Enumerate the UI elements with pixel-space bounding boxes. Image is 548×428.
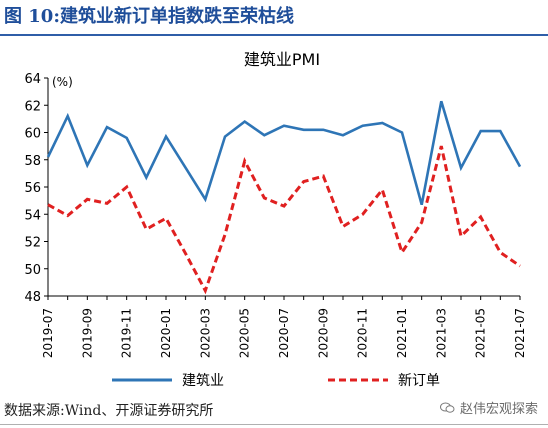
watermark-text: 赵伟宏观探索 — [459, 402, 538, 417]
x-tick-label: 2020-07 — [277, 308, 291, 358]
y-tick-label: 54 — [24, 208, 41, 223]
y-tick-label: 62 — [24, 99, 41, 114]
data-source-note: 数据来源:Wind、开源证券研究所 — [4, 403, 214, 419]
y-tick-label: 52 — [24, 236, 41, 251]
series-line-1 — [46, 100, 522, 206]
y-tick-label: 60 — [24, 127, 41, 142]
y-axis-ticks: 48 50 52 54 56 58 60 62 64 — [24, 72, 48, 305]
y-tick-label: 50 — [24, 263, 41, 278]
x-tick-label: 2020-01 — [159, 308, 173, 358]
legend: 建筑业 新订单 — [112, 373, 440, 389]
wechat-icon — [439, 402, 455, 413]
legend-label-2: 新订单 — [398, 373, 440, 389]
title-divider — [0, 34, 548, 36]
x-tick-label: 2020-09 — [316, 308, 330, 358]
y-tick-label: 48 — [24, 290, 41, 305]
figure-title: 图 10:建筑业新订单指数跌至荣枯线 — [4, 6, 294, 27]
x-tick-label: 2020-03 — [198, 308, 212, 358]
y-tick-label: 64 — [24, 72, 41, 87]
watermark: 赵伟宏观探索 — [439, 398, 538, 417]
x-tick-label: 2021-07 — [513, 308, 527, 358]
legend-label-1: 建筑业 — [182, 373, 224, 389]
y-axis-unit-label: (%) — [52, 75, 73, 89]
y-tick-label: 58 — [24, 154, 41, 169]
x-tick-label: 2020-05 — [238, 308, 252, 358]
bottom-divider — [0, 424, 548, 425]
x-tick-label: 2021-05 — [474, 308, 488, 358]
series-line-2 — [47, 145, 521, 295]
x-tick-label: 2020-11 — [356, 308, 370, 358]
x-tick-label: 2021-01 — [395, 308, 409, 358]
chart-title: 建筑业PMI — [244, 50, 320, 69]
x-tick-label: 2019-09 — [80, 308, 94, 358]
x-tick-label: 2019-11 — [120, 308, 134, 358]
x-tick-label: 2019-07 — [41, 308, 55, 358]
x-axis-ticks: 2019-07 2019-09 2019-11 2020-01 2020-03 2020-… — [41, 296, 527, 358]
series-lines — [46, 100, 522, 295]
y-tick-label: 56 — [24, 181, 41, 196]
x-tick-label: 2021-03 — [434, 308, 448, 358]
